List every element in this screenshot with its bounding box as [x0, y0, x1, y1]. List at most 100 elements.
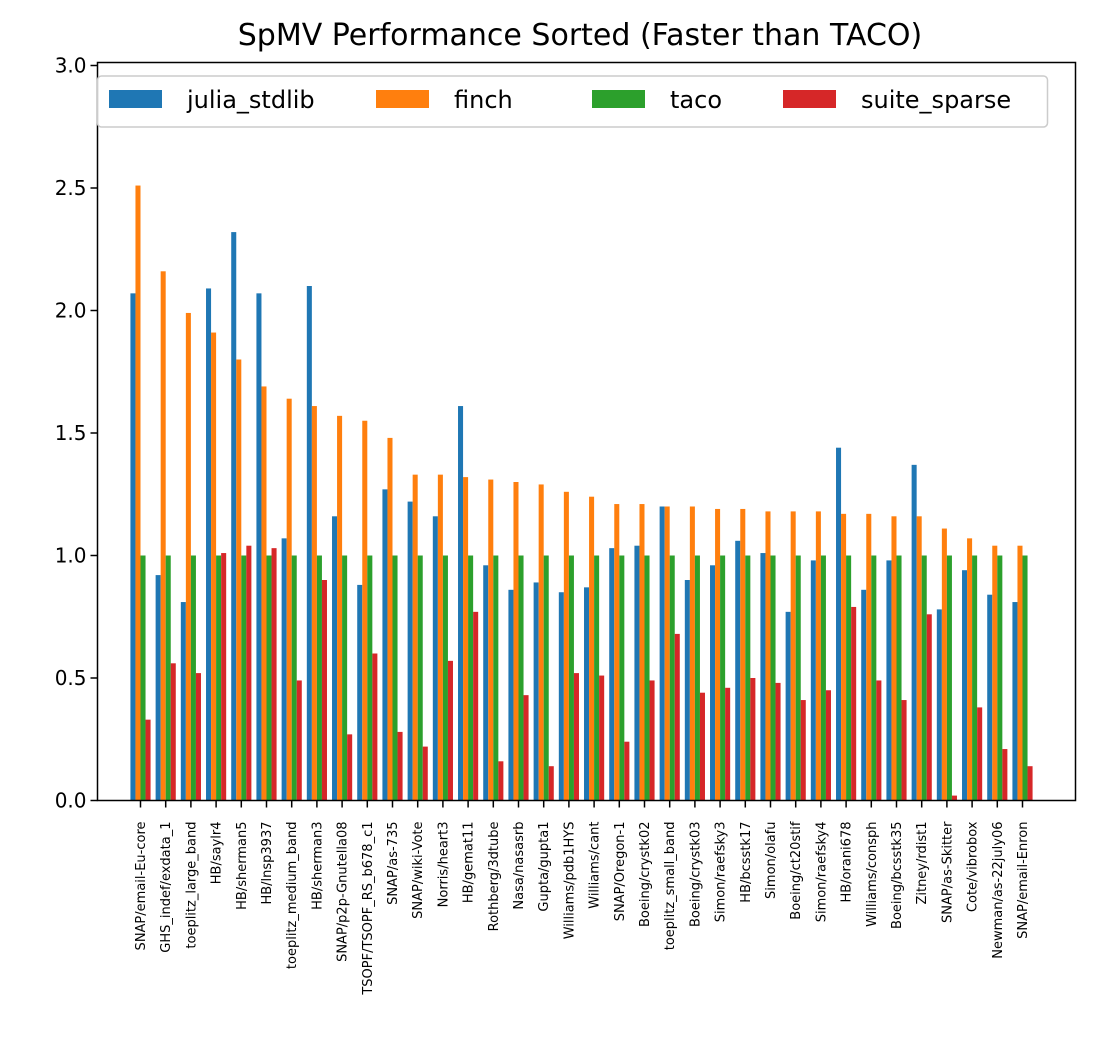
- bar-taco-24: [745, 555, 751, 801]
- bar-julia_stdlib-15: [508, 589, 514, 801]
- x-tick-label-31: Zitney/rdist1: [915, 822, 930, 905]
- bar-julia_stdlib-24: [735, 540, 741, 801]
- bar-suite_sparse-27: [825, 690, 831, 801]
- bar-taco-19: [619, 555, 625, 801]
- bar-julia_stdlib-4: [231, 232, 237, 801]
- bar-julia_stdlib-32: [936, 609, 942, 801]
- bar-julia_stdlib-0: [130, 293, 136, 801]
- legend-label-taco: taco: [670, 86, 722, 114]
- bar-taco-1: [165, 555, 171, 801]
- plot-frame: [96, 61, 1077, 802]
- bar-finch-26: [790, 511, 796, 801]
- bar-finch-10: [387, 437, 393, 801]
- bar-taco-35: [1022, 555, 1028, 801]
- bar-finch-12: [437, 474, 443, 801]
- bar-finch-9: [362, 420, 368, 801]
- bar-finch-14: [488, 479, 494, 801]
- bar-finch-31: [916, 516, 922, 801]
- bar-julia_stdlib-22: [684, 580, 690, 801]
- x-tick-label-6: toeplitz_medium_band: [285, 822, 300, 970]
- bar-suite_sparse-9: [372, 653, 378, 801]
- x-tick-label-15: Nasa/nasasrb: [512, 822, 527, 910]
- bar-julia_stdlib-26: [785, 611, 791, 801]
- bar-taco-32: [946, 555, 952, 801]
- y-tick-label-0: 0.0: [55, 789, 87, 813]
- bars-group: [130, 185, 1033, 801]
- legend-swatch-suite_sparse: [783, 90, 836, 108]
- bar-suite_sparse-33: [977, 707, 983, 801]
- bar-finch-16: [538, 484, 544, 801]
- bar-suite_sparse-35: [1027, 766, 1033, 801]
- x-tick-label-14: Rothberg/3dtube: [487, 822, 502, 932]
- bar-suite_sparse-18: [599, 675, 605, 801]
- bar-julia_stdlib-6: [281, 538, 287, 801]
- chart-title: SpMV Performance Sorted (Faster than TAC…: [238, 18, 922, 53]
- bar-suite_sparse-16: [548, 766, 554, 801]
- bar-julia_stdlib-3: [206, 288, 212, 801]
- bar-julia_stdlib-35: [1012, 602, 1018, 801]
- bar-suite_sparse-26: [800, 700, 806, 801]
- x-tick-label-1: GHS_indef/exdata_1: [159, 822, 174, 953]
- bar-finch-20: [639, 504, 645, 801]
- bar-finch-1: [160, 271, 166, 801]
- bar-taco-26: [795, 555, 801, 801]
- bar-suite_sparse-30: [901, 700, 907, 801]
- bar-suite_sparse-2: [195, 673, 201, 801]
- bar-suite_sparse-20: [649, 680, 655, 801]
- legend-label-finch: finch: [454, 86, 513, 114]
- bar-taco-31: [921, 555, 927, 801]
- bar-julia_stdlib-11: [407, 501, 413, 801]
- bar-taco-4: [241, 555, 247, 801]
- bar-suite_sparse-8: [347, 734, 353, 801]
- y-tick-label-3: 1.5: [55, 421, 87, 445]
- bar-julia_stdlib-7: [306, 286, 312, 801]
- bar-julia_stdlib-27: [810, 560, 816, 801]
- bar-finch-4: [236, 359, 242, 801]
- x-tick-label-24: HB/bcsstk17: [739, 822, 754, 903]
- bar-julia_stdlib-34: [987, 594, 993, 801]
- bar-suite_sparse-24: [750, 678, 756, 801]
- bar-finch-18: [589, 496, 595, 801]
- bar-suite_sparse-25: [775, 682, 781, 801]
- y-tick-label-5: 2.5: [55, 176, 87, 200]
- bar-taco-22: [694, 555, 700, 801]
- bar-taco-15: [518, 555, 524, 801]
- x-tick-label-8: SNAP/p2p-Gnutella08: [336, 822, 351, 962]
- bar-taco-34: [997, 555, 1003, 801]
- bar-suite_sparse-21: [674, 633, 680, 801]
- bar-finch-24: [740, 508, 746, 801]
- bar-suite_sparse-13: [473, 611, 479, 801]
- x-tick-label-3: HB/saylr4: [210, 822, 225, 885]
- x-tick-label-12: Norris/heart3: [436, 822, 451, 908]
- x-tick-label-16: Gupta/gupta1: [537, 822, 552, 912]
- bar-julia_stdlib-23: [710, 565, 716, 801]
- y-tick-label-2: 1.0: [55, 544, 87, 568]
- x-axis: SNAP/email-Eu-core GHS_indef/exdata_1 toep…: [134, 800, 1031, 996]
- x-tick-label-28: HB/orani678: [840, 822, 855, 903]
- bar-julia_stdlib-5: [256, 293, 262, 801]
- y-tick-label-6: 3.0: [55, 54, 87, 78]
- bar-suite_sparse-4: [246, 545, 252, 801]
- bar-finch-11: [412, 474, 418, 801]
- bar-taco-21: [669, 555, 675, 801]
- bar-julia_stdlib-14: [483, 565, 489, 801]
- x-tick-label-25: Simon/olafu: [764, 822, 779, 899]
- bar-julia_stdlib-2: [180, 602, 186, 801]
- legend: julia_stdlib finch taco suite_sparse: [96, 75, 1049, 128]
- bar-taco-12: [442, 555, 448, 801]
- bar-suite_sparse-22: [699, 692, 705, 801]
- bar-suite_sparse-29: [876, 680, 882, 801]
- bar-taco-20: [644, 555, 650, 801]
- x-tick-label-11: SNAP/wiki-Vote: [411, 822, 426, 919]
- bar-julia_stdlib-31: [911, 464, 917, 801]
- x-tick-label-30: Boeing/bcsstk35: [890, 822, 905, 929]
- bar-taco-11: [417, 555, 423, 801]
- bar-taco-25: [770, 555, 776, 801]
- bar-taco-10: [392, 555, 398, 801]
- legend-swatch-finch: [376, 90, 429, 108]
- y-tick-label-1: 0.5: [55, 666, 87, 690]
- bar-finch-30: [891, 516, 897, 801]
- bar-suite_sparse-32: [951, 795, 957, 801]
- bar-suite_sparse-7: [321, 580, 327, 801]
- bar-suite_sparse-6: [296, 680, 302, 801]
